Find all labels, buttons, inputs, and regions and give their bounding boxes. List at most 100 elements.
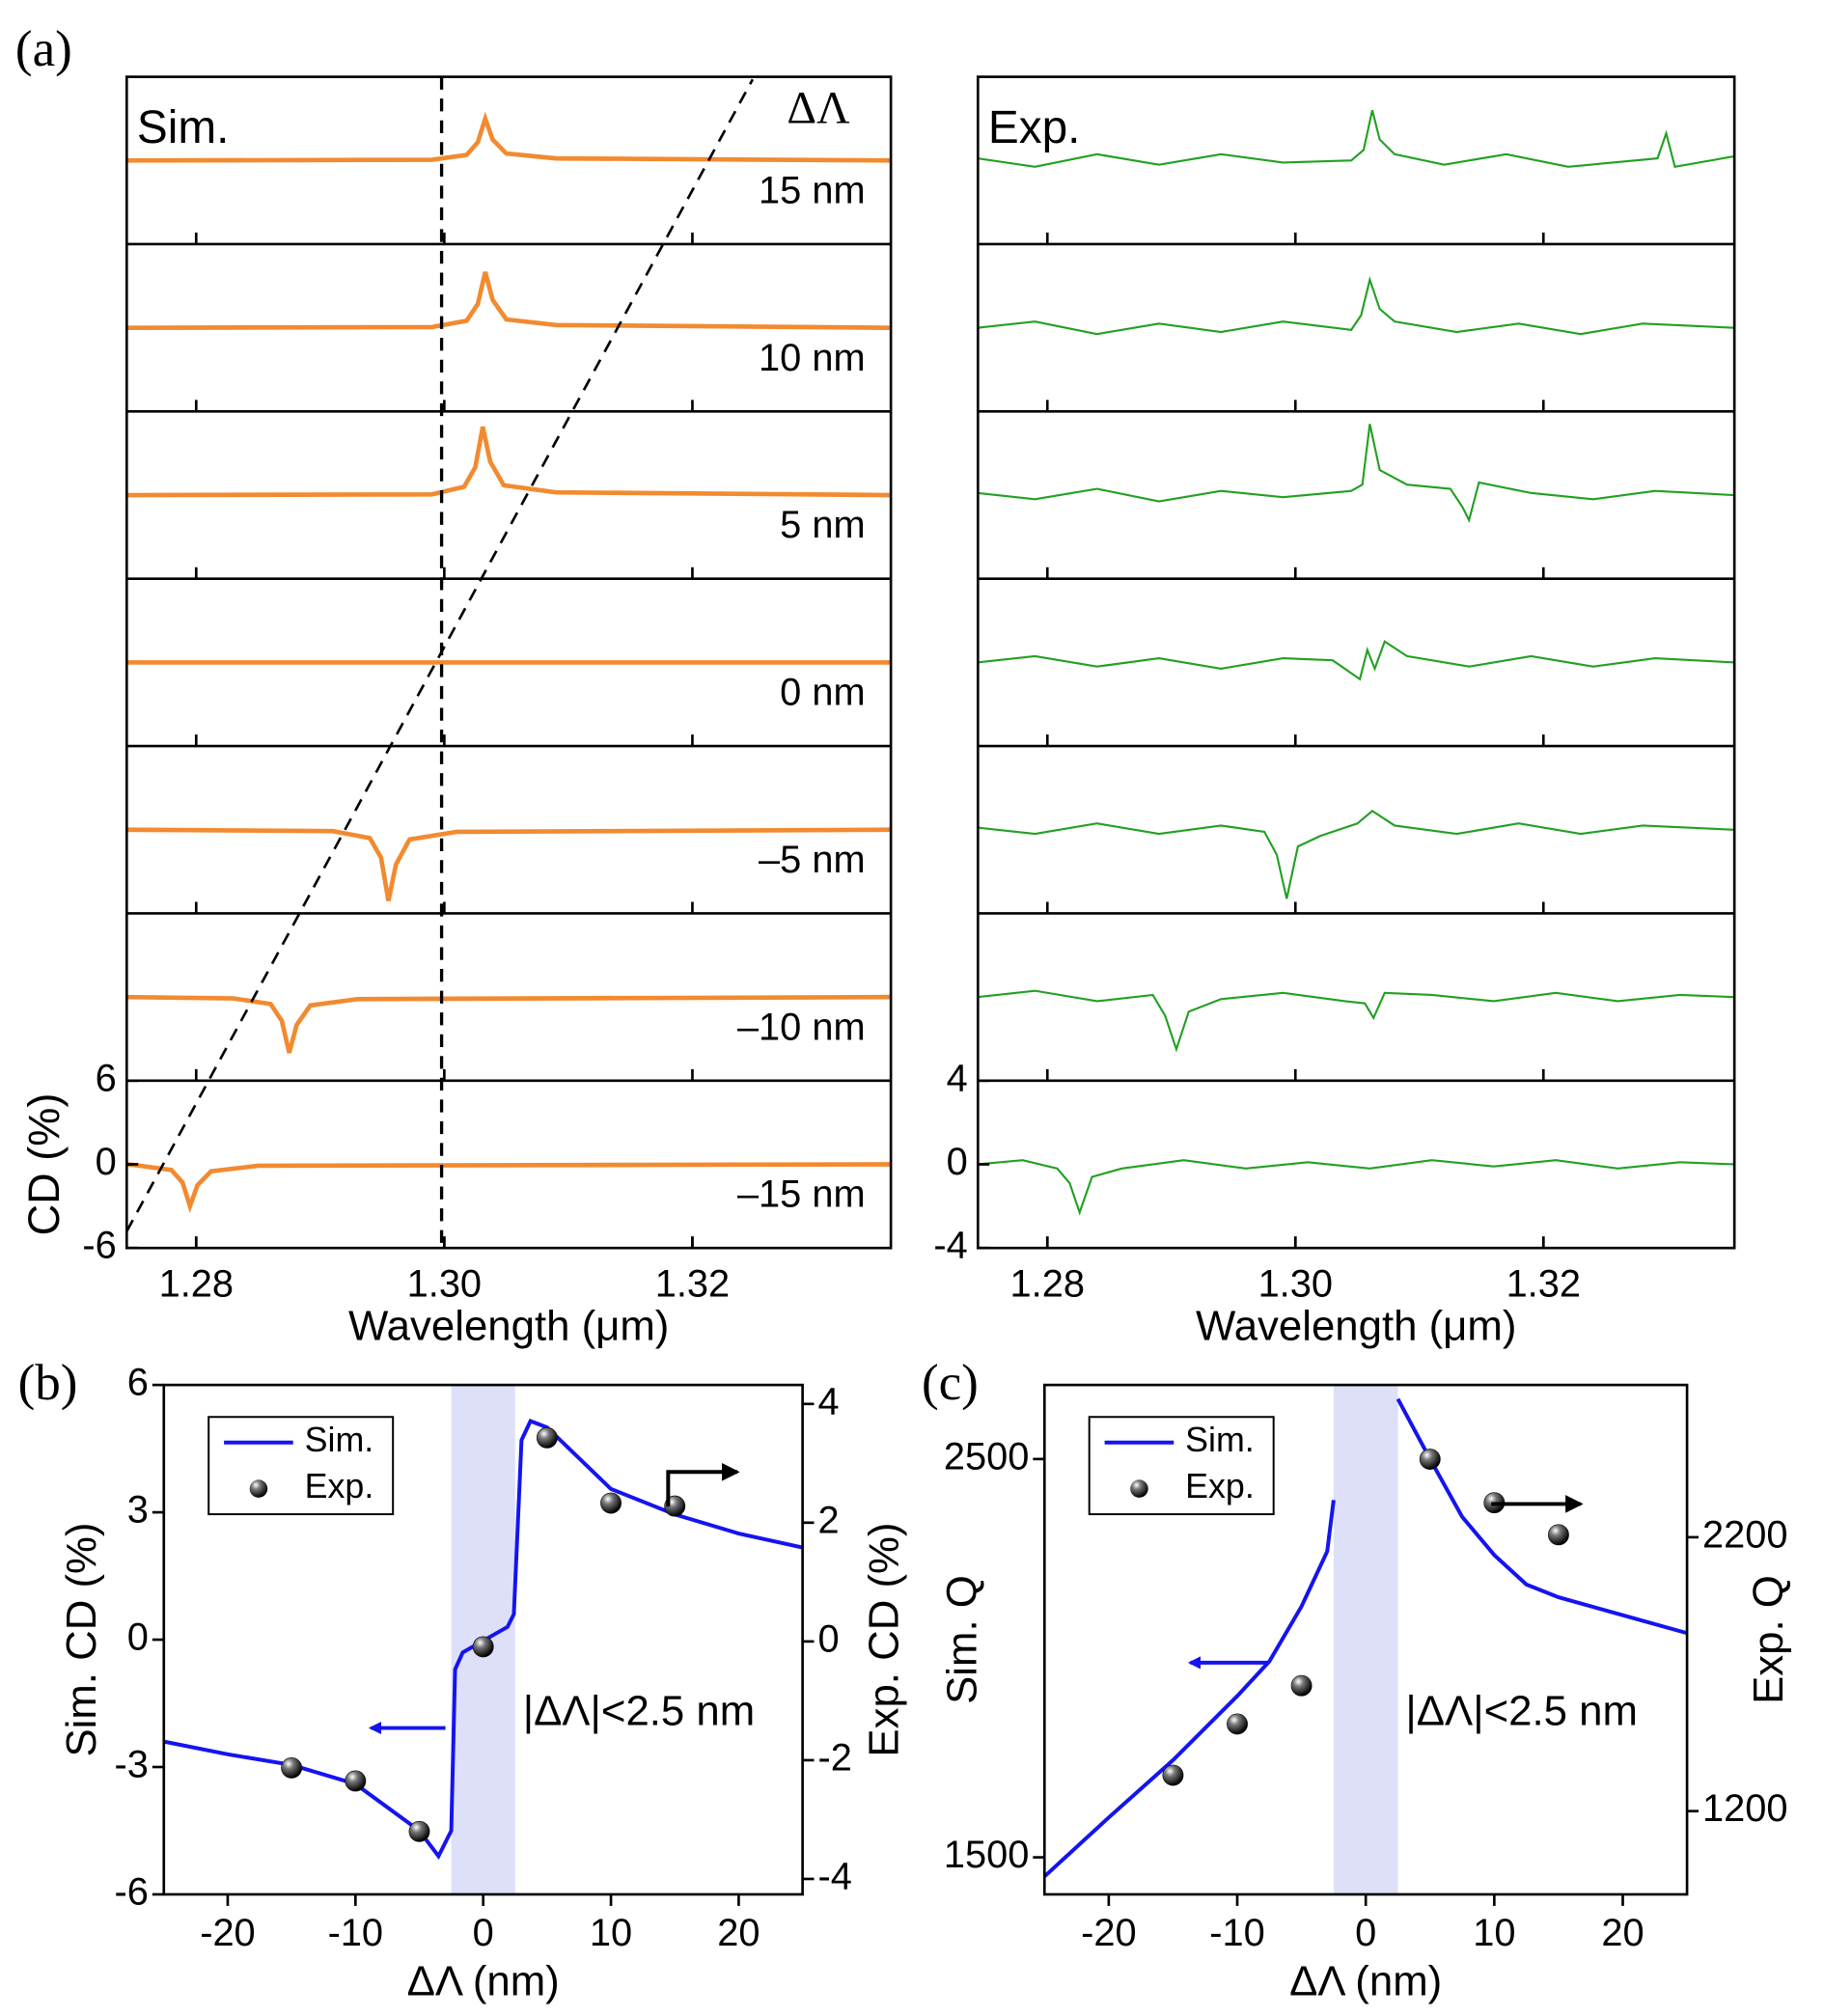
panel-text: Exp. [988,102,1081,153]
y2-tick-label: 0 [818,1617,840,1660]
plot-frame [124,75,893,1250]
panel-label: (a) [15,21,72,77]
exp-point [408,1820,430,1842]
trace [978,989,1735,1053]
y-tick-label: 2500 [944,1435,1029,1477]
trace-label: –5 nm [759,839,866,881]
trace [126,426,892,498]
plot-frame [976,75,1736,1250]
y-tick-label: 4 [947,1057,968,1099]
legend-label: Exp. [305,1467,374,1505]
y-tick-label: 0 [947,1141,968,1183]
y-tick-label: 1500 [944,1834,1029,1876]
trace [978,110,1735,169]
guide-diagonal [125,78,755,1232]
annotation: |ΔΛ|<2.5 nm [523,1688,755,1735]
trace [978,424,1735,524]
x-tick-label: -20 [200,1912,255,1954]
exp-point [1419,1449,1441,1470]
x-tick-label: 1.28 [1010,1262,1085,1305]
x-tick-label: 1.28 [159,1262,234,1305]
y2-tick-label: -4 [818,1855,852,1897]
trace-label: 15 nm [759,169,866,211]
y2-tick-label: 4 [818,1380,840,1422]
legend-label: Sim. [1185,1421,1255,1459]
x-tick-label: 10 [1473,1912,1515,1954]
annotation: |ΔΛ|<2.5 nm [1405,1688,1637,1735]
y-tick-label: 6 [96,1057,117,1099]
trace [126,994,892,1054]
x-tick-label: 20 [717,1912,760,1954]
exp-point [1547,1524,1569,1546]
y2-tick-label: 2 [818,1499,840,1541]
legend-marker [1130,1479,1148,1498]
guides [125,76,1584,1735]
trace [126,111,892,163]
y-tick-label: 3 [127,1489,149,1532]
y-tick-label: -4 [933,1225,967,1267]
y-tick-label: 6 [127,1362,149,1404]
x-axis-label: ΔΛ (nm) [407,1957,560,2004]
y2-axis-label: Exp. Q [1745,1575,1792,1704]
x-tick-label: 20 [1601,1912,1644,1954]
x-tick-label: 10 [590,1912,632,1954]
y-tick-label: -6 [114,1870,148,1913]
x-tick-label: -20 [1081,1912,1136,1954]
plot-frame [162,1383,804,1896]
panel-label: (b) [18,1355,78,1411]
x-tick-label: 1.32 [655,1262,730,1305]
trace [126,271,892,330]
y-tick-label: -6 [82,1225,116,1267]
trace [978,640,1735,681]
x-tick-label: -10 [328,1912,383,1954]
x-axis-label: Wavelength (μm) [1196,1302,1516,1349]
exp-point [600,1492,622,1514]
legend-label: Sim. [305,1421,374,1459]
x-tick-label: 1.30 [407,1262,482,1305]
y-tick-label: -3 [114,1744,148,1786]
trace-label: 5 nm [780,504,865,546]
legend-label: Exp. [1185,1467,1255,1505]
sim-line [1042,1397,1688,1878]
x-tick-label: 1.32 [1506,1262,1581,1305]
y-tick-label: 0 [96,1141,117,1183]
exp-point [1162,1764,1184,1786]
trace [126,1162,892,1214]
plot-frame [1042,1383,1689,1896]
x-axis-label: Wavelength (μm) [348,1302,669,1349]
y-tick-label: 0 [127,1616,149,1659]
trace-label: 0 nm [780,672,865,714]
exp-point [472,1636,494,1658]
exp-point [1290,1674,1313,1697]
x-tick-label: -10 [1209,1912,1264,1954]
exp-point [536,1426,558,1449]
trace [978,276,1735,336]
legend-box [1088,1416,1275,1516]
arrow-right-axis [666,1463,740,1507]
trace-label: –10 nm [737,1006,866,1048]
trace [978,1159,1735,1216]
exp-point [345,1770,367,1792]
x-tick-label: 0 [1355,1912,1376,1954]
highlight-band [1333,1385,1398,1894]
y2-tick-label: -2 [818,1736,852,1779]
x-axis-label: ΔΛ (nm) [1289,1957,1442,2004]
plots: 15 nm 10 nm 5 nm 0 nm –5 nm –10 nm –15 nm 6 0 -6 C… [15,21,1792,2004]
panel-text: Sim. [137,102,229,153]
panel-label: (c) [922,1355,979,1411]
x-tick-label: 0 [473,1912,494,1954]
y-axis-label: CD (%) [19,1093,69,1236]
trace [126,827,892,901]
trace-label: –15 nm [737,1174,866,1216]
y2-tick-label: 1200 [1702,1787,1787,1830]
panel-annotation: ΔΛ [787,83,850,134]
y-axis-label: Sim. Q [939,1575,986,1704]
y2-tick-label: 2200 [1702,1513,1787,1556]
exp-point [1227,1713,1248,1735]
y-axis-label: Sim. CD (%) [58,1523,105,1757]
exp-point [281,1756,303,1779]
x-tick-label: 1.30 [1258,1262,1333,1305]
y2-axis-label: Exp. CD (%) [861,1522,908,1756]
trace-label: 10 nm [759,337,866,379]
